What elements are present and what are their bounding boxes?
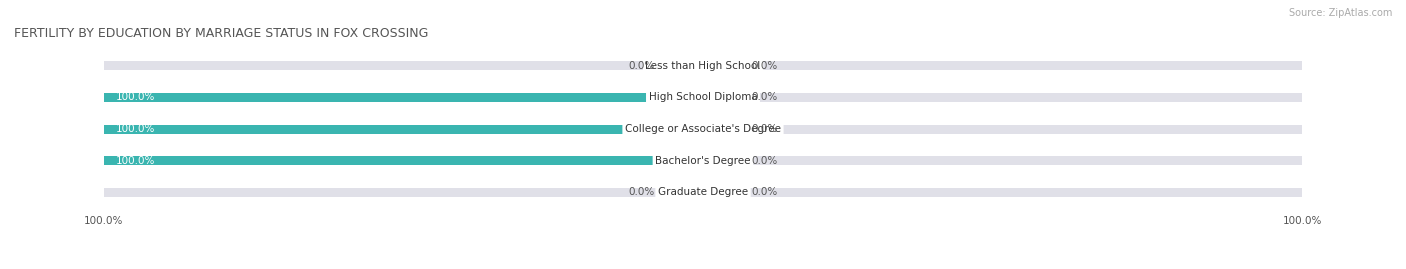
Bar <box>703 61 1302 70</box>
Bar <box>104 93 703 102</box>
Text: 100.0%: 100.0% <box>84 215 124 225</box>
Bar <box>104 93 703 102</box>
Bar <box>104 156 703 165</box>
Text: Graduate Degree: Graduate Degree <box>658 187 748 197</box>
Text: 0.0%: 0.0% <box>751 61 778 71</box>
Text: 100.0%: 100.0% <box>1282 215 1322 225</box>
Text: 0.0%: 0.0% <box>751 187 778 197</box>
Text: 100.0%: 100.0% <box>115 156 155 166</box>
Text: 0.0%: 0.0% <box>628 187 655 197</box>
Text: 100.0%: 100.0% <box>115 124 155 134</box>
Text: 0.0%: 0.0% <box>751 93 778 102</box>
Bar <box>104 125 703 133</box>
Text: College or Associate's Degree: College or Associate's Degree <box>626 124 780 134</box>
Text: 100.0%: 100.0% <box>115 93 155 102</box>
Bar <box>703 156 1302 165</box>
Bar <box>703 93 1302 102</box>
Bar <box>104 156 703 165</box>
Text: High School Diploma: High School Diploma <box>648 93 758 102</box>
Text: 0.0%: 0.0% <box>751 124 778 134</box>
Text: FERTILITY BY EDUCATION BY MARRIAGE STATUS IN FOX CROSSING: FERTILITY BY EDUCATION BY MARRIAGE STATU… <box>14 27 429 40</box>
Text: 0.0%: 0.0% <box>751 156 778 166</box>
Bar <box>703 125 1302 133</box>
Bar <box>104 125 703 133</box>
Text: 0.0%: 0.0% <box>628 61 655 71</box>
Text: Source: ZipAtlas.com: Source: ZipAtlas.com <box>1288 8 1392 18</box>
Bar <box>703 188 1302 197</box>
Text: Less than High School: Less than High School <box>645 61 761 71</box>
Bar <box>104 61 703 70</box>
Text: Bachelor's Degree: Bachelor's Degree <box>655 156 751 166</box>
Bar <box>104 188 703 197</box>
